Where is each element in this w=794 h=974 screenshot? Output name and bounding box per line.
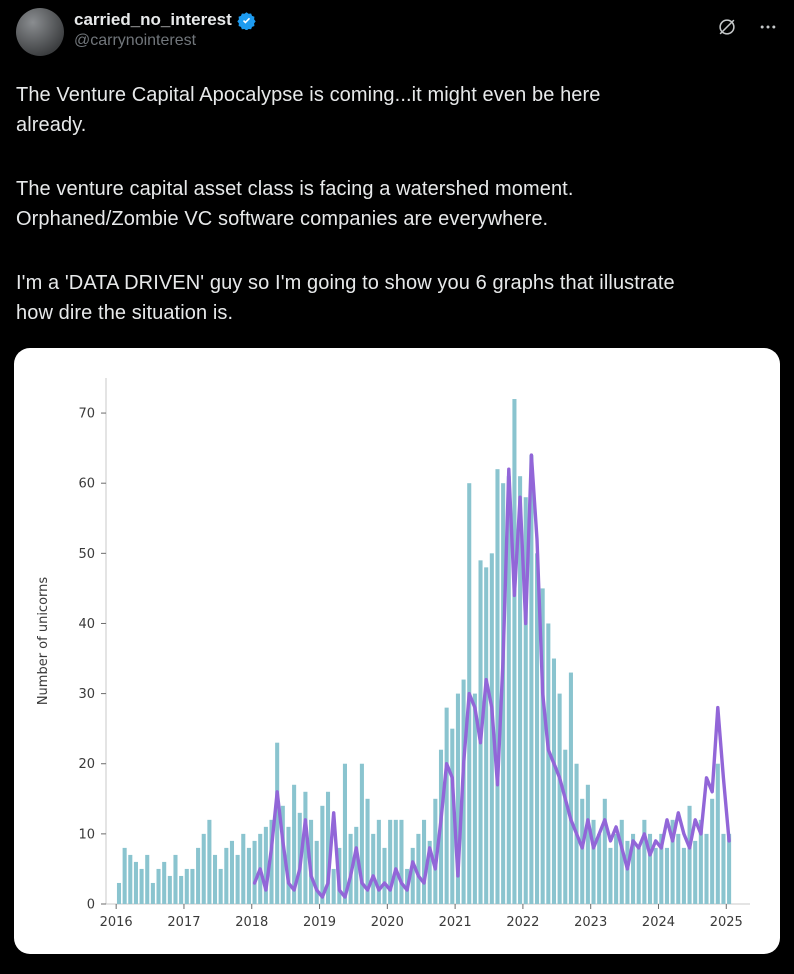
svg-text:2022: 2022: [506, 915, 539, 930]
user-handle[interactable]: @carrynointerest: [74, 32, 197, 49]
more-button[interactable]: [758, 17, 778, 37]
avatar[interactable]: [16, 8, 64, 56]
verified-badge-icon: [237, 11, 256, 30]
tweet-paragraph: The venture capital asset class is facin…: [16, 178, 574, 230]
svg-text:50: 50: [78, 547, 95, 562]
svg-text:2021: 2021: [439, 915, 472, 930]
svg-text:10: 10: [78, 827, 95, 842]
svg-text:30: 30: [78, 687, 95, 702]
tweet-paragraph: I'm a 'DATA DRIVEN' guy so I'm going to …: [16, 272, 675, 324]
header-actions: [716, 8, 778, 38]
svg-text:60: 60: [78, 477, 95, 492]
svg-text:2016: 2016: [100, 915, 133, 930]
svg-text:2020: 2020: [371, 915, 404, 930]
display-name[interactable]: carried_no_interest: [74, 10, 232, 29]
svg-text:2019: 2019: [303, 915, 336, 930]
grok-icon[interactable]: [716, 16, 738, 38]
svg-text:0: 0: [87, 898, 95, 913]
svg-text:2024: 2024: [642, 915, 675, 930]
svg-text:2023: 2023: [574, 915, 607, 930]
user-names: carried_no_interest @carrynointerest: [74, 8, 256, 50]
tweet-paragraph: The Venture Capital Apocalypse is coming…: [16, 84, 601, 136]
svg-text:70: 70: [78, 407, 95, 422]
tweet-text: The Venture Capital Apocalypse is coming…: [0, 80, 794, 328]
svg-text:20: 20: [78, 757, 95, 772]
svg-text:2025: 2025: [710, 915, 743, 930]
unicorn-chart-svg: 0 10 20 30 40 50 60 70 2016 2017 2018 2019 2020 2021 2…: [36, 378, 750, 930]
tweet-header: carried_no_interest @carrynointerest: [0, 0, 794, 56]
svg-text:2017: 2017: [167, 915, 200, 930]
svg-text:40: 40: [78, 617, 95, 632]
tweet-media-chart[interactable]: 0 10 20 30 40 50 60 70 2016 2017 2018 2019 2020 2021 2…: [14, 348, 780, 954]
svg-text:Number of unicorns: Number of unicorns: [36, 577, 51, 706]
svg-text:2018: 2018: [235, 915, 268, 930]
